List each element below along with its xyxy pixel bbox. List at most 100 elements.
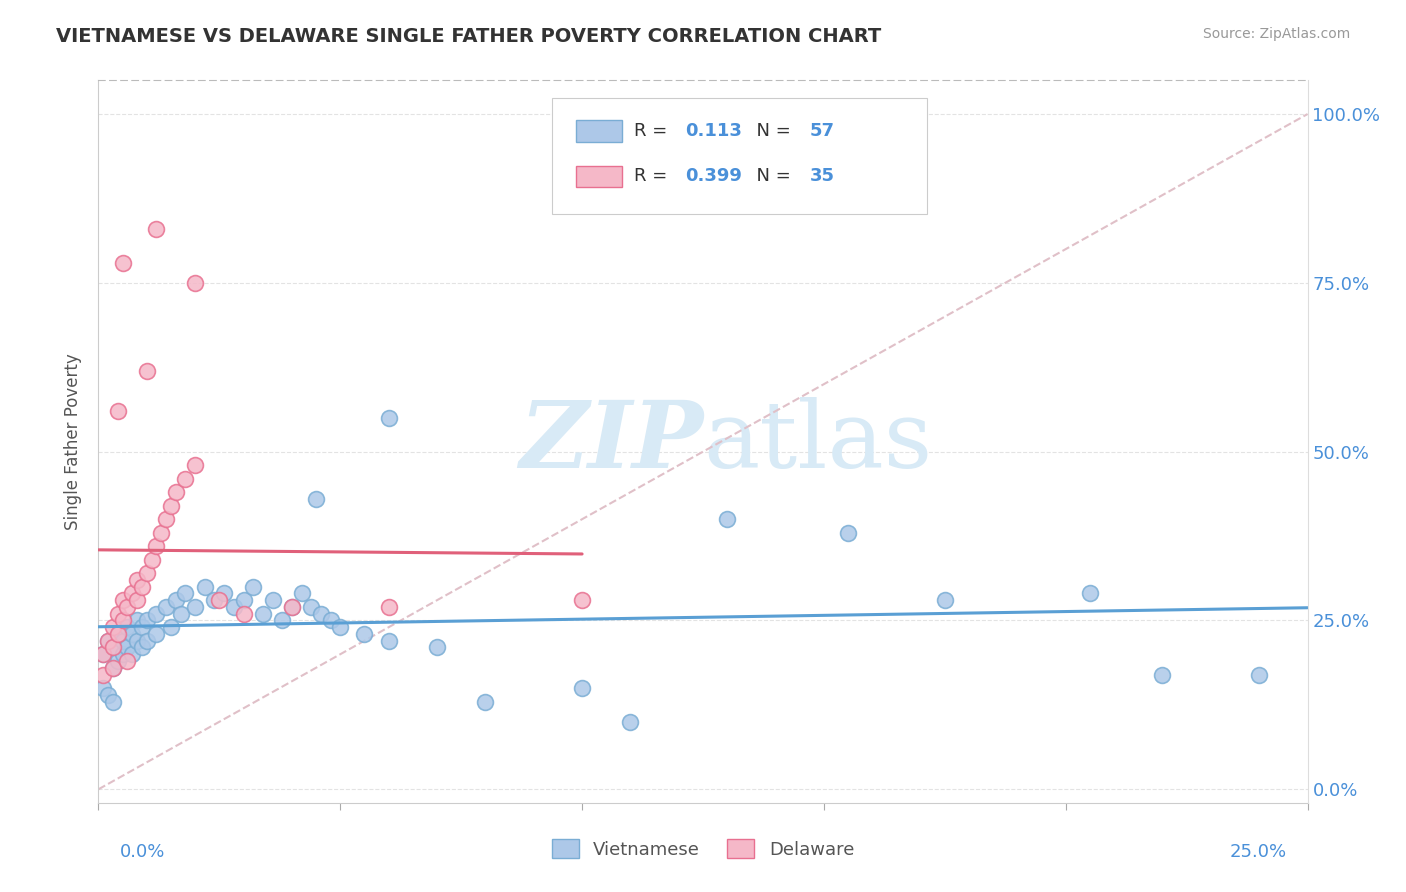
Point xyxy=(252,607,274,621)
Text: VIETNAMESE VS DELAWARE SINGLE FATHER POVERTY CORRELATION CHART: VIETNAMESE VS DELAWARE SINGLE FATHER POV… xyxy=(56,27,882,45)
Point xyxy=(934,593,956,607)
Point xyxy=(194,580,217,594)
Point xyxy=(111,647,134,661)
Text: 57: 57 xyxy=(810,122,834,140)
Point xyxy=(353,627,375,641)
Point xyxy=(242,580,264,594)
Point xyxy=(117,654,139,668)
Point xyxy=(135,566,157,581)
Y-axis label: Single Father Poverty: Single Father Poverty xyxy=(65,353,83,530)
Point xyxy=(212,586,235,600)
Point xyxy=(131,580,153,594)
Point xyxy=(135,633,157,648)
Point xyxy=(208,593,231,607)
Point xyxy=(111,593,134,607)
Point xyxy=(271,614,294,628)
Point xyxy=(174,472,197,486)
Point xyxy=(135,364,157,378)
Text: 0.399: 0.399 xyxy=(685,168,742,186)
Point xyxy=(281,599,304,614)
Text: atlas: atlas xyxy=(703,397,932,486)
Point xyxy=(107,654,129,668)
Point xyxy=(101,694,124,708)
Point xyxy=(111,633,134,648)
Point xyxy=(232,593,254,607)
Text: N =: N = xyxy=(745,122,797,140)
Point xyxy=(131,620,153,634)
Text: Source: ZipAtlas.com: Source: ZipAtlas.com xyxy=(1202,27,1350,41)
Point xyxy=(145,539,167,553)
Text: 0.0%: 0.0% xyxy=(120,843,165,861)
Point xyxy=(837,525,859,540)
Point xyxy=(107,607,129,621)
Point xyxy=(150,525,173,540)
Point xyxy=(160,499,183,513)
Point xyxy=(474,694,496,708)
Point xyxy=(127,633,149,648)
Text: N =: N = xyxy=(745,168,797,186)
Bar xyxy=(576,166,621,187)
Point xyxy=(117,620,139,634)
Point xyxy=(111,614,134,628)
Point xyxy=(309,607,332,621)
Point xyxy=(101,661,124,675)
Point xyxy=(107,627,129,641)
Point xyxy=(319,614,342,628)
Point xyxy=(299,599,322,614)
Point xyxy=(184,458,207,472)
Point xyxy=(117,640,139,655)
Point xyxy=(204,593,226,607)
Point xyxy=(1152,667,1174,681)
Point xyxy=(91,647,114,661)
Point xyxy=(121,647,143,661)
Point xyxy=(377,633,399,648)
Point xyxy=(155,599,177,614)
Point xyxy=(127,593,149,607)
Point xyxy=(222,599,245,614)
Point xyxy=(184,599,207,614)
Point xyxy=(121,586,143,600)
Point xyxy=(127,573,149,587)
Point xyxy=(281,599,304,614)
Bar xyxy=(576,120,621,142)
Point xyxy=(426,640,449,655)
FancyBboxPatch shape xyxy=(551,98,927,214)
Point xyxy=(184,276,207,290)
Point xyxy=(155,512,177,526)
Point xyxy=(262,593,284,607)
Point xyxy=(169,607,191,621)
Point xyxy=(329,620,352,634)
Point xyxy=(107,627,129,641)
Point xyxy=(117,599,139,614)
Point xyxy=(101,620,124,634)
Point xyxy=(1249,667,1271,681)
Point xyxy=(145,627,167,641)
Point xyxy=(97,688,120,702)
Text: 25.0%: 25.0% xyxy=(1229,843,1286,861)
Point xyxy=(97,633,120,648)
Point xyxy=(111,255,134,269)
Point xyxy=(145,607,167,621)
Point xyxy=(377,411,399,425)
Point xyxy=(305,491,328,506)
Point xyxy=(232,607,254,621)
Point xyxy=(571,681,593,695)
Text: 35: 35 xyxy=(810,168,834,186)
Point xyxy=(165,593,187,607)
Point xyxy=(91,647,114,661)
Point xyxy=(174,586,197,600)
Point xyxy=(290,586,312,600)
Point xyxy=(91,681,114,695)
Point xyxy=(97,633,120,648)
Text: R =: R = xyxy=(634,122,673,140)
Point xyxy=(135,614,157,628)
Text: R =: R = xyxy=(634,168,673,186)
Legend: Vietnamese, Delaware: Vietnamese, Delaware xyxy=(544,832,862,866)
Point xyxy=(377,599,399,614)
Point xyxy=(1078,586,1101,600)
Point xyxy=(121,627,143,641)
Point xyxy=(165,485,187,500)
Point xyxy=(91,667,114,681)
Point xyxy=(131,640,153,655)
Point xyxy=(107,404,129,418)
